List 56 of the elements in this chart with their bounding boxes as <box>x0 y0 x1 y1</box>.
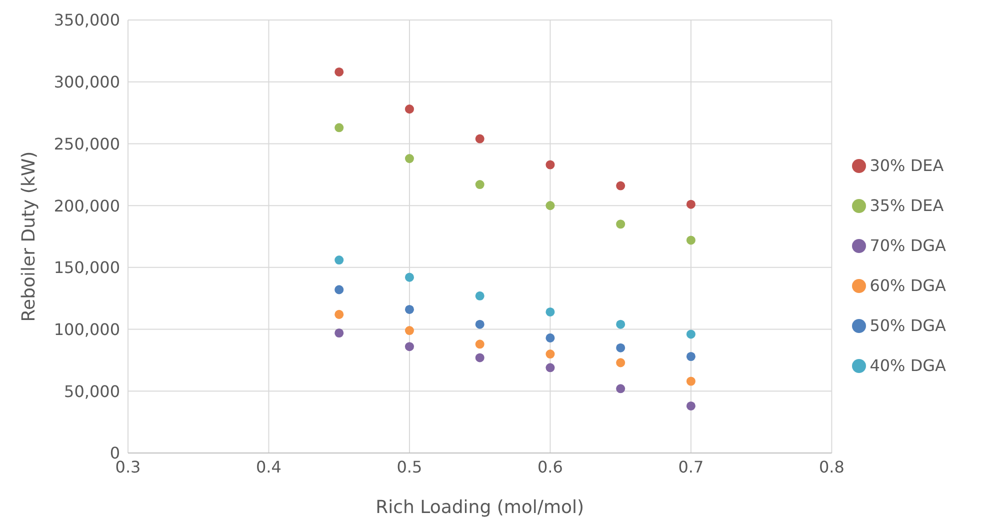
point <box>616 343 626 352</box>
point <box>686 200 696 209</box>
point <box>334 310 344 319</box>
point <box>334 328 344 338</box>
point <box>546 333 555 342</box>
point <box>686 376 696 386</box>
y-tick-label: 200,000 <box>54 196 120 216</box>
y-tick-label: 100,000 <box>54 320 120 339</box>
point <box>334 123 344 132</box>
point <box>475 340 484 349</box>
point <box>616 384 626 394</box>
point <box>404 272 414 282</box>
point <box>334 285 344 294</box>
y-tick-label: 350,000 <box>54 10 120 30</box>
y-axis-title: Reboiler Duty (kW) <box>18 151 40 322</box>
point <box>546 307 555 316</box>
y-tick-label: 150,000 <box>54 258 120 278</box>
point <box>616 220 626 229</box>
point <box>334 67 344 76</box>
point <box>475 320 484 329</box>
x-tick-label: 0.8 <box>818 457 844 476</box>
x-tick-label: 0.6 <box>537 457 563 476</box>
legend-label: 30% DEA <box>870 156 944 174</box>
point <box>334 256 344 265</box>
point <box>404 326 414 336</box>
point <box>546 363 555 372</box>
x-tick-label: 0.5 <box>396 457 422 476</box>
point <box>616 181 626 190</box>
point <box>475 180 484 190</box>
legend-label: 50% DGA <box>870 316 946 334</box>
point <box>475 291 484 300</box>
point <box>686 352 696 362</box>
point <box>475 353 484 362</box>
point <box>616 358 626 368</box>
point <box>686 236 696 245</box>
point <box>546 350 555 359</box>
y-tick-label: 250,000 <box>54 134 120 154</box>
y-tick-label: 50,000 <box>64 382 120 401</box>
point <box>404 304 414 314</box>
point <box>686 401 696 410</box>
y-tick-label: 300,000 <box>54 72 120 92</box>
point <box>686 330 696 339</box>
legend-label: 70% DGA <box>870 236 946 254</box>
point <box>616 320 626 329</box>
x-axis-title: Rich Loading (mol/mol) <box>376 497 584 518</box>
point <box>404 104 414 114</box>
point <box>546 160 555 170</box>
legend-label: 40% DGA <box>870 356 946 374</box>
point <box>475 134 484 144</box>
x-tick-label: 0.7 <box>678 457 704 476</box>
legend-label: 60% DGA <box>870 276 946 294</box>
legend-label: 35% DEA <box>870 196 944 214</box>
point <box>404 342 414 352</box>
point <box>404 154 414 164</box>
x-tick-label: 0.4 <box>256 457 282 476</box>
point <box>546 201 555 210</box>
